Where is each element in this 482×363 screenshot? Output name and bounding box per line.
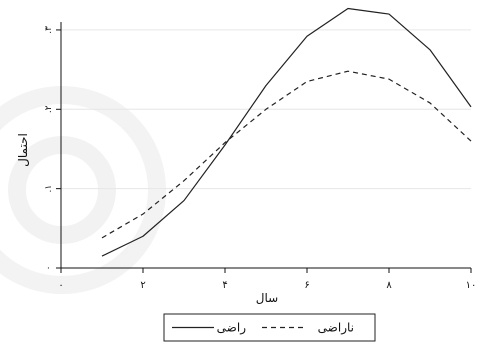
x-tick-label: ۶	[304, 280, 309, 291]
watermark-graphic	[0, 86, 166, 294]
legend-label: راضی	[217, 321, 247, 336]
series-line-1	[101, 7, 472, 257]
legend-label: ناراضی	[318, 321, 354, 336]
x-tick-label: ۰	[58, 280, 63, 291]
axes: ۰ ۲ ۴ ۶ ۸ ۱۰ ۰ .۱ .۲ .۳	[44, 22, 476, 291]
y-tick-label: ۰	[44, 266, 54, 271]
series	[101, 7, 472, 257]
legend: راضی ناراضی	[163, 313, 376, 342]
y-tick-label: .۱	[44, 185, 54, 193]
x-axis-label: سال	[256, 291, 278, 305]
y-tick-label: .۲	[44, 105, 54, 113]
y-axis-label: احتمال	[16, 133, 30, 167]
series-line-2	[101, 70, 472, 239]
x-tick-label: ۱۰	[466, 280, 477, 291]
y-tick-label: .۳	[44, 26, 54, 34]
x-tick-label: ۴	[222, 280, 227, 291]
x-tick-label: ۲	[140, 280, 145, 291]
x-tick-label: ۸	[386, 280, 392, 291]
